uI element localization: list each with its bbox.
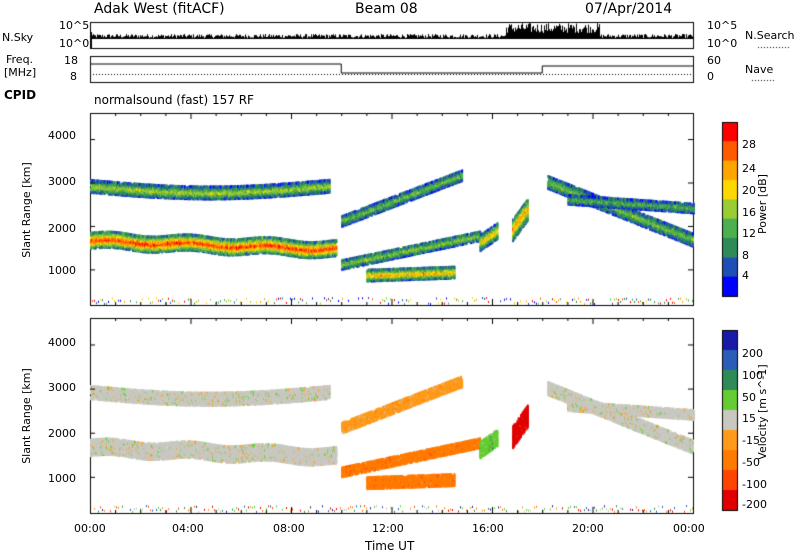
- freq-unit: [MHz]: [4, 66, 37, 79]
- nsky-tick-high: 10^5: [59, 19, 90, 32]
- cpid-text: normalsound (fast) 157 RF: [94, 93, 254, 107]
- xlabel: Time UT: [365, 539, 415, 553]
- power-cbar-label: Power [dB]: [756, 174, 769, 234]
- xtick-2400: 00:00: [673, 522, 705, 535]
- power-cbar-tick-4: 4: [742, 269, 749, 282]
- freq-tick-low: 8: [70, 70, 77, 83]
- power-ytick-2000: 2000: [48, 222, 76, 235]
- nave-label: Nave: [745, 63, 774, 76]
- velocity-cbar-tick-15: 15: [742, 412, 756, 425]
- velocity-cbar-tick-50: 50: [742, 391, 756, 404]
- velocity-cbar-tick-neg15: -15: [742, 434, 760, 447]
- nave-tick-low: 0: [707, 70, 714, 83]
- power-ylabel: Slant Range [km]: [20, 162, 33, 258]
- power-cbar-tick-24: 24: [742, 162, 756, 175]
- station-title: Adak West (fitACF): [94, 1, 225, 17]
- power-cbar-tick-12: 12: [742, 227, 756, 240]
- velocity-ylabel: Slant Range [km]: [20, 368, 33, 464]
- power-ytick-3000: 3000: [48, 175, 76, 188]
- power-cbar-tick-28: 28: [742, 138, 756, 151]
- velocity-ytick-4000: 4000: [48, 336, 76, 349]
- power-cbar-tick-8: 8: [742, 249, 749, 262]
- velocity-cbar-tick-neg50: -50: [742, 456, 760, 469]
- freq-label: Freq.: [6, 53, 34, 66]
- nsearch-label: N.Search: [745, 29, 795, 42]
- velocity-ytick-2000: 2000: [48, 427, 76, 440]
- cpid-label: CPID: [4, 88, 37, 102]
- velocity-ytick-3000: 3000: [48, 381, 76, 394]
- beam-title: Beam 08: [355, 1, 418, 17]
- power-ytick-4000: 4000: [48, 129, 76, 142]
- velocity-cbar-tick-100: 100: [742, 369, 763, 382]
- velocity-cbar-tick-neg200: -200: [742, 498, 767, 511]
- xtick-0400: 04:00: [172, 522, 204, 535]
- power-cbar-tick-16: 16: [742, 206, 756, 219]
- nsky-label: N.Sky: [2, 31, 34, 44]
- freq-tick-high: 18: [64, 54, 78, 67]
- xtick-1200: 12:00: [372, 522, 404, 535]
- power-cbar-tick-20: 20: [742, 184, 756, 197]
- velocity-cbar-tick-200: 200: [742, 347, 763, 360]
- velocity-cbar-tick-neg100: -100: [742, 478, 767, 491]
- date-title: 07/Apr/2014: [585, 1, 673, 17]
- nsky-right-tick-high: 10^5: [707, 19, 738, 32]
- xtick-2000: 20:00: [572, 522, 604, 535]
- nsky-right-tick-low: 10^0: [707, 37, 738, 50]
- nsky-tick-low: 10^0: [59, 37, 90, 50]
- velocity-cbar-label: Velocity [m s^-1]: [756, 364, 769, 460]
- xtick-0800: 08:00: [273, 522, 305, 535]
- xtick-0000: 00:00: [74, 522, 106, 535]
- power-ytick-1000: 1000: [48, 264, 76, 277]
- xtick-1600: 16:00: [472, 522, 504, 535]
- velocity-ytick-1000: 1000: [48, 472, 76, 485]
- nave-tick-high: 60: [707, 54, 721, 67]
